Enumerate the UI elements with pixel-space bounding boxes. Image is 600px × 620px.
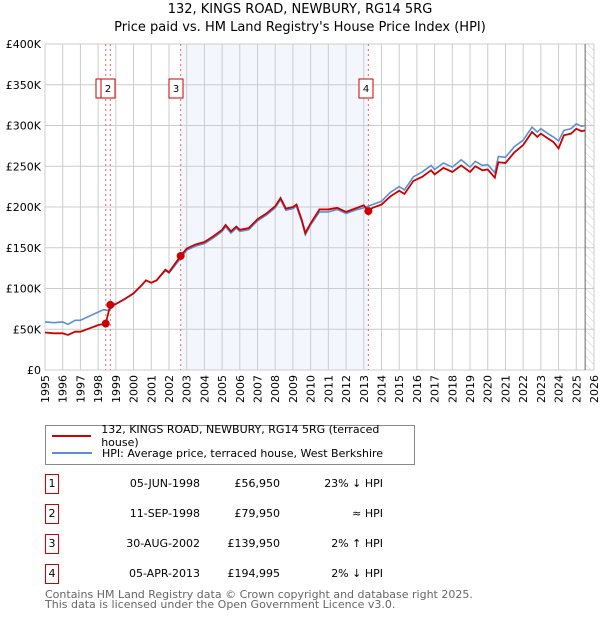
sale-label-box (100, 78, 116, 99)
x-tick-label: 2020 (482, 375, 495, 403)
x-tick-label: 1995 (39, 375, 52, 403)
x-tick-label: 2017 (429, 375, 442, 403)
sale-date: 11-SEP-1998 (129, 507, 200, 520)
legend-item-property: 132, KINGS ROAD, NEWBURY, RG14 5RG (terr… (46, 423, 414, 449)
plot-border (44, 43, 595, 371)
y-tick-label: £50K (13, 323, 42, 336)
sale-number: 2 (45, 504, 59, 524)
table-row: 2 11-SEP-1998 £79,950 ≈ HPI (45, 504, 445, 526)
x-tick-label: 2026 (588, 375, 600, 403)
sale-number: 1 (45, 474, 59, 494)
x-tick-label: 2003 (181, 375, 194, 403)
x-tick-label: 1998 (92, 375, 105, 403)
sale-number: 4 (45, 564, 59, 584)
table-row: 3 30-AUG-2002 £139,950 2% ↑ HPI (45, 534, 445, 556)
x-tick-label: 2007 (252, 375, 265, 403)
x-tick-label: 2002 (163, 375, 176, 403)
sale-date: 05-JUN-1998 (129, 477, 200, 490)
table-row: 4 05-APR-2013 £194,995 2% ↓ HPI (45, 564, 445, 586)
sale-price: £139,950 (227, 537, 281, 550)
x-tick-label: 2013 (358, 375, 371, 403)
legend: 132, KINGS ROAD, NEWBURY, RG14 5RG (terr… (45, 423, 415, 465)
sale-hpi-relation: ≈ HPI (352, 507, 383, 520)
y-tick-label: £0 (27, 364, 41, 377)
x-tick-label: 1999 (110, 375, 123, 403)
x-tick-label: 2001 (145, 375, 158, 403)
x-tick-label: 2011 (322, 375, 335, 403)
y-tick-label: £150K (6, 242, 42, 255)
x-tick-label: 2012 (340, 375, 353, 403)
x-tick-label: 2019 (464, 375, 477, 403)
x-tick-label: 2006 (234, 375, 247, 403)
footer: Contains HM Land Registry data © Crown c… (45, 588, 473, 611)
x-tick-label: 1997 (74, 375, 87, 403)
y-tick-label: £100K (6, 283, 42, 296)
x-tick-label: 2015 (393, 375, 406, 403)
x-tick-label: 2016 (411, 375, 424, 403)
series-line-property (44, 127, 586, 336)
y-tick-label: £200K (6, 201, 42, 214)
sale-hpi-relation: 2% ↓ HPI (331, 567, 383, 580)
x-tick-label: 2009 (287, 375, 300, 403)
sale-label-text: 3 (173, 84, 179, 95)
x-tick-label: 2021 (499, 375, 512, 403)
sale-hpi-relation: 23% ↓ HPI (324, 477, 383, 490)
x-tick-label: 2000 (128, 375, 141, 403)
sale-price: £56,950 (234, 477, 281, 490)
sale-point (106, 300, 115, 309)
sale-point (101, 319, 110, 328)
legend-swatch-red (52, 435, 92, 437)
y-tick-label: £400K (6, 38, 42, 51)
y-tick-label: £250K (6, 160, 42, 173)
chart-subtitle: Price paid vs. HM Land Registry's House … (114, 20, 486, 35)
sale-number: 3 (45, 534, 59, 554)
legend-item-hpi: HPI: Average price, terraced house, West… (46, 445, 383, 461)
sale-label-box (168, 78, 184, 99)
x-tick-label: 2023 (535, 375, 548, 403)
table-row: 1 05-JUN-1998 £56,950 23% ↓ HPI (45, 474, 445, 496)
sale-price: £79,950 (234, 507, 281, 520)
footer-copyright: Contains HM Land Registry data © Crown c… (45, 588, 473, 601)
sale-price: £194,995 (227, 567, 281, 580)
sale-point (364, 207, 373, 216)
x-tick-label: 2004 (198, 375, 211, 403)
x-tick-label: 2010 (305, 375, 318, 403)
sale-label-box (358, 78, 374, 99)
sale-label-text: 4 (363, 84, 369, 95)
legend-swatch-blue (52, 452, 92, 454)
legend-label: HPI: Average price, terraced house, West… (102, 446, 384, 460)
chart-title: 132, KINGS ROAD, NEWBURY, RG14 5RG (167, 2, 433, 17)
x-tick-label: 2008 (269, 375, 282, 403)
x-tick-label: 2022 (517, 375, 530, 403)
legend-label: 132, KINGS ROAD, NEWBURY, RG14 5RG (terr… (101, 423, 380, 449)
x-tick-label: 1996 (57, 375, 70, 403)
plot-area: 1995 1996 1997 1998 1999 2000 2001 2002 2003 2004… (6, 38, 600, 403)
x-tick-label: 2024 (553, 375, 566, 403)
sale-date: 30-AUG-2002 (126, 537, 200, 550)
x-tick-label: 2005 (216, 375, 229, 403)
sale-point (176, 251, 185, 260)
x-tick-label: 2025 (570, 375, 583, 403)
footer-licence: This data is licensed under the Open Gov… (45, 598, 396, 611)
sale-date: 05-APR-2013 (128, 567, 200, 580)
y-tick-label: £300K (6, 120, 42, 133)
x-tick-label: 2018 (446, 375, 459, 403)
sale-label-text: 2 (105, 84, 111, 95)
y-tick-label: £350K (6, 79, 42, 92)
x-tick-label: 2014 (375, 375, 388, 403)
sale-hpi-relation: 2% ↑ HPI (331, 537, 383, 550)
